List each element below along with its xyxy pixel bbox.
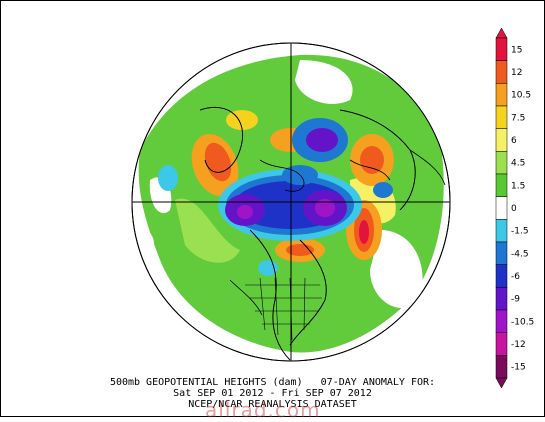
colorbar-label: 7.5 <box>511 113 525 123</box>
colorbar-label: 1.5 <box>511 181 525 191</box>
colorbar-swatch <box>495 83 508 107</box>
colorbar-label: -6 <box>511 272 520 282</box>
colorbar-swatch <box>495 241 508 265</box>
colorbar-label: -10.5 <box>511 317 534 327</box>
colorbar-label: -9 <box>511 295 520 305</box>
colorbar-swatch <box>495 105 508 129</box>
colorbar-top-arrow <box>495 27 508 39</box>
colorbar-swatch <box>495 60 508 84</box>
colorbar-swatch <box>495 196 508 220</box>
colorbar: 15 12 10.5 7.5 6 4.5 1.5 0 -1.5 -4.5 -6 -9 -10.5 -12 -… <box>495 27 534 389</box>
caption-line-1: 500mb GEOPOTENTIAL HEIGHTS (dam) 07-DAY … <box>109 377 436 388</box>
colorbar-swatch <box>495 173 508 197</box>
colorbar-label: 15 <box>511 45 522 55</box>
colorbar-swatch <box>495 219 508 243</box>
colorbar-swatch <box>495 309 508 333</box>
colorbar-label: -1.5 <box>511 227 529 237</box>
colorbar-label: -15 <box>511 363 526 373</box>
colorbar-label: 6 <box>511 136 517 146</box>
colorbar-label: 12 <box>511 68 522 78</box>
colorbar-label: 0 <box>511 204 517 214</box>
colorbar-swatch <box>495 287 508 311</box>
caption-line-3: NCEP/NCAR REANALYSIS DATASET <box>188 399 357 410</box>
caption-line-2: Sat SEP 01 2012 - Fri SEP 07 2012 <box>173 388 372 399</box>
colorbar-swatch <box>495 128 508 152</box>
anomaly-field <box>132 43 450 361</box>
colorbar-label: 4.5 <box>511 159 525 169</box>
colorbar-swatch <box>495 37 508 61</box>
colorbar-swatch <box>495 332 508 356</box>
colorbar-label: -12 <box>511 340 526 350</box>
watermark-logo: allrad.com <box>205 398 321 422</box>
colorbar-bottom-arrow <box>495 377 508 389</box>
colorbar-swatch <box>495 355 508 379</box>
colorbar-swatch <box>495 264 508 288</box>
colorbar-label: 10.5 <box>511 91 531 101</box>
colorbar-label: -4.5 <box>511 249 529 259</box>
colorbar-swatch <box>495 151 508 175</box>
